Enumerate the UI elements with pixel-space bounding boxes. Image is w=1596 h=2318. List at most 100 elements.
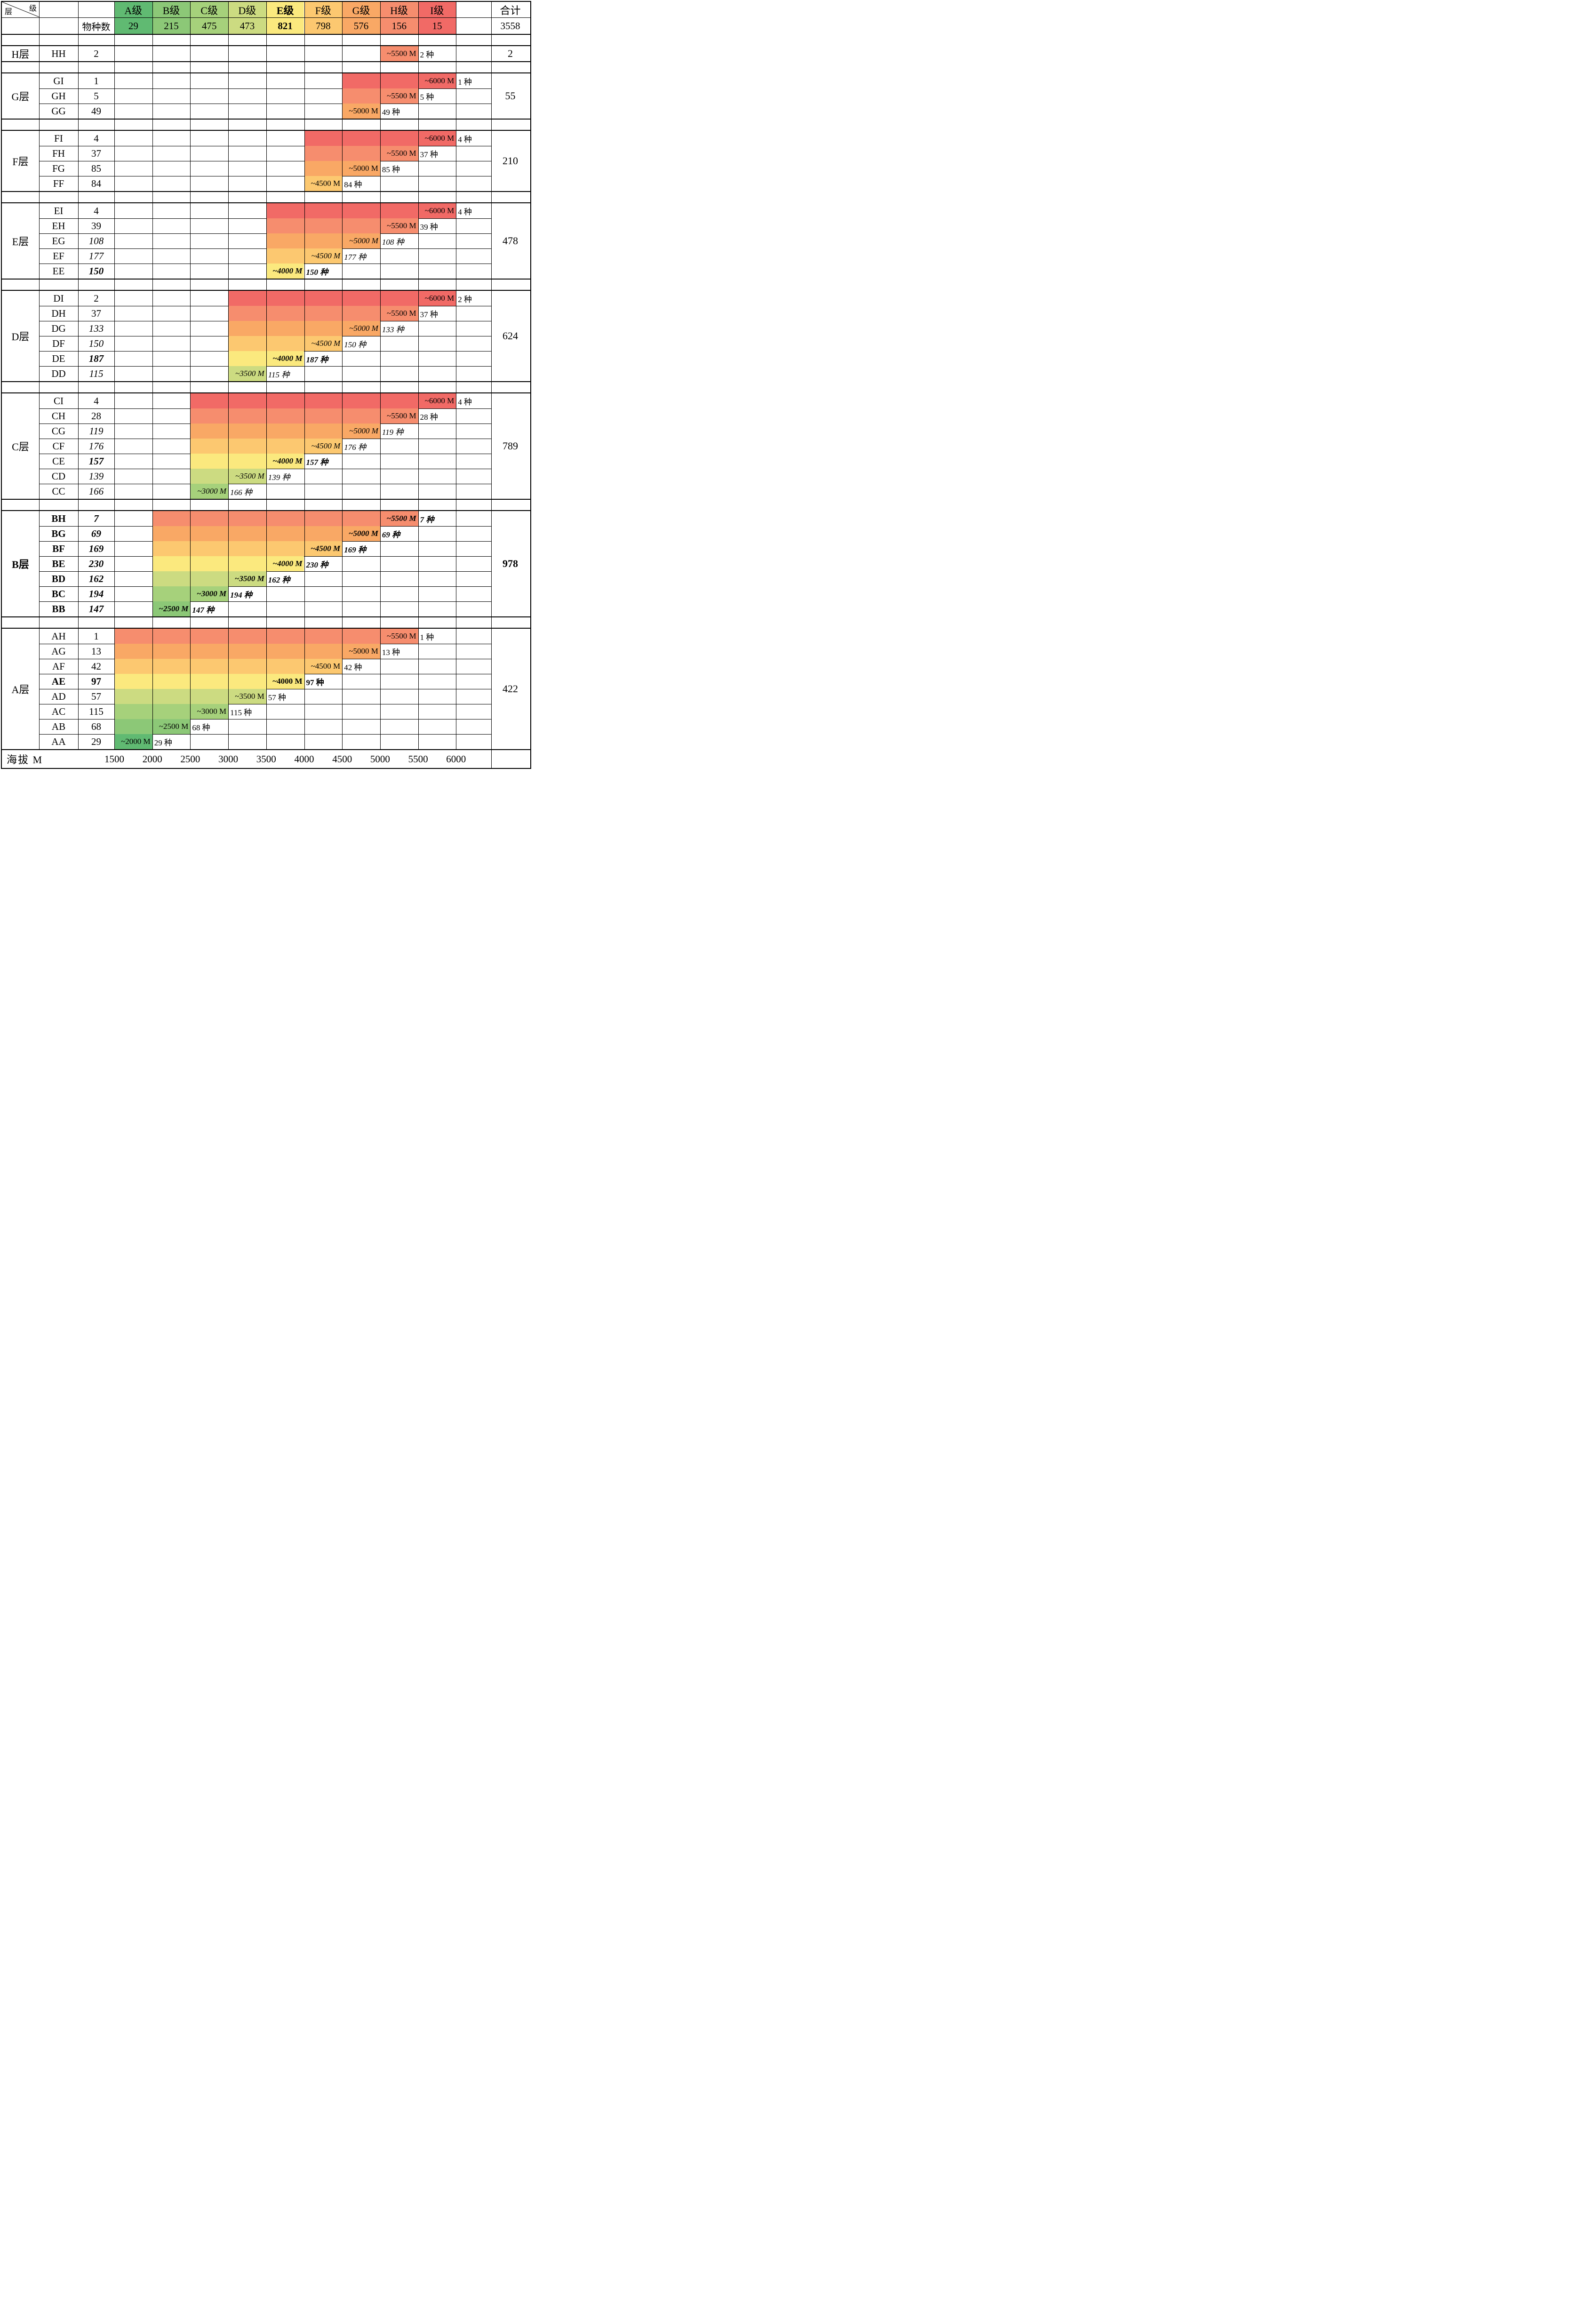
grade-header-I级: I级 [418,2,456,17]
bar-elevation-label: ~6000 M [424,134,455,143]
bar-species-label: 4 种 [458,207,472,216]
bar-species-label: 147 种 [192,605,215,615]
elevation-range-bar: ~5000 M [266,233,380,248]
bar-species-label: 150 种 [306,267,328,277]
column-gridline [342,2,343,749]
row-species-count: 4 [94,132,99,144]
bar-species-label: 169 种 [344,545,366,554]
row-code: CG [51,425,66,437]
corner-label-layer: 层 [5,8,13,16]
row-species-count: 230 [88,558,104,569]
row-species-count: 5 [94,90,99,102]
grade-header-H级: H级 [380,2,418,17]
row-species-count: 2 [94,48,99,59]
row-code: CE [52,455,65,467]
elevation-range-bar: ~5500 M [304,146,418,161]
bar-elevation-label: ~4000 M [272,677,303,686]
species-row-FF: FF 84 ~4500 M 84 种 [2,176,530,191]
species-row-CF: CF 176 ~4500 M 176 种 [2,439,530,454]
column-gridline [114,2,115,749]
bar-elevation-label: ~2500 M [159,722,189,731]
row-species-count: 69 [91,528,101,539]
elevation-range-bar: ~5000 M [342,104,380,119]
bar-species-label: 84 种 [344,180,362,189]
layer-label: H层 [11,48,30,60]
column-gridline [190,2,191,749]
row-code: BC [51,588,66,599]
bar-species-label: 13 种 [382,647,400,657]
row-species-count: 2 [94,292,99,304]
bar-species-label: 37 种 [420,310,438,319]
bar-elevation-label: ~3000 M [197,487,227,496]
elevation-range-bar: ~4500 M [228,336,343,351]
row-code: FI [54,132,63,144]
species-row-DF: DF 150 ~4500 M 150 种 [2,336,530,351]
bar-species-label: 2 种 [420,50,434,59]
header-row-counts: 物种数 3558 29 215 475 473 821 798 576 156 15 [2,18,530,34]
elevation-range-bar: ~4500 M [152,541,343,556]
bar-species-label: 166 种 [230,488,252,497]
elevation-range-bar: ~4000 M [266,264,304,279]
bar-species-label: 39 种 [420,222,438,232]
bar-elevation-label: ~4500 M [311,441,341,450]
row-code: AH [51,630,66,642]
row-code: CC [52,485,65,497]
grade-header-F级: F级 [304,2,343,17]
row-species-count: 115 [89,368,104,379]
row-code: BD [51,573,66,584]
bar-species-label: 194 种 [230,590,252,599]
bar-species-label: 115 种 [230,708,252,717]
group-total: 624 [503,330,518,342]
group-total: 422 [503,683,518,695]
row-divider-line [39,218,491,219]
row-code: BB [52,603,65,615]
species-row-BH: BH 7 ~5500 M 7 种 [2,511,530,526]
axis-tick-6000: 6000 [446,753,466,765]
bar-elevation-label: ~2000 M [121,737,151,746]
row-code: AE [51,675,66,687]
column-gridline [304,2,305,749]
grade-count-A级: 29 [114,18,152,34]
row-species-count: 133 [88,322,104,334]
species-row-EF: EF 177 ~4500 M 177 种 [2,248,530,264]
grade-header-G级: G级 [342,2,380,17]
species-row-GG: GG 49 ~5000 M 49 种 [2,104,530,119]
grade-header-C级: C级 [190,2,229,17]
group-separator-row [2,279,530,291]
row-species-count: 139 [88,470,104,482]
row-species-count: 49 [91,105,101,117]
group-total: 2 [508,48,513,59]
bar-elevation-label: ~3500 M [235,369,264,378]
row-code: CD [51,470,66,482]
bar-elevation-label: ~5000 M [349,106,378,115]
bar-species-label: 7 种 [420,515,434,524]
bar-elevation-label: ~6000 M [424,206,455,215]
elevation-range-bar: ~6000 M [342,73,456,88]
bar-elevation-label: ~4000 M [272,456,303,465]
bar-species-label: 1 种 [458,77,472,87]
row-code: GH [51,90,66,102]
elevation-range-bar: ~3500 M [228,366,266,381]
bar-species-label: 119 种 [382,427,404,437]
row-divider-line [39,88,491,89]
row-code: HH [51,48,66,59]
layer-group-H层: H层 2 HH 2 ~5500 M 2 种 [2,46,530,61]
layer-label: A层 [11,684,30,695]
grade-count-C级: 475 [190,18,229,34]
row-species-count: 1 [94,75,99,87]
row-divider-line [39,233,491,234]
species-row-CG: CG 119 ~5000 M 119 种 [2,424,530,439]
elevation-range-bar: ~3000 M [114,704,229,719]
bar-species-label: 187 种 [306,355,328,364]
species-row-FH: FH 37 ~5500 M 37 种 [2,146,530,161]
row-code: GI [53,75,64,87]
column-gridline [418,2,419,749]
row-species-count: 119 [89,425,104,437]
bar-elevation-label: ~2500 M [159,604,189,613]
group-total: 789 [503,440,518,452]
elevation-range-bar: ~4000 M [152,556,304,571]
row-species-count: 13 [91,645,101,657]
elevation-range-bar: ~5500 M [152,511,418,526]
